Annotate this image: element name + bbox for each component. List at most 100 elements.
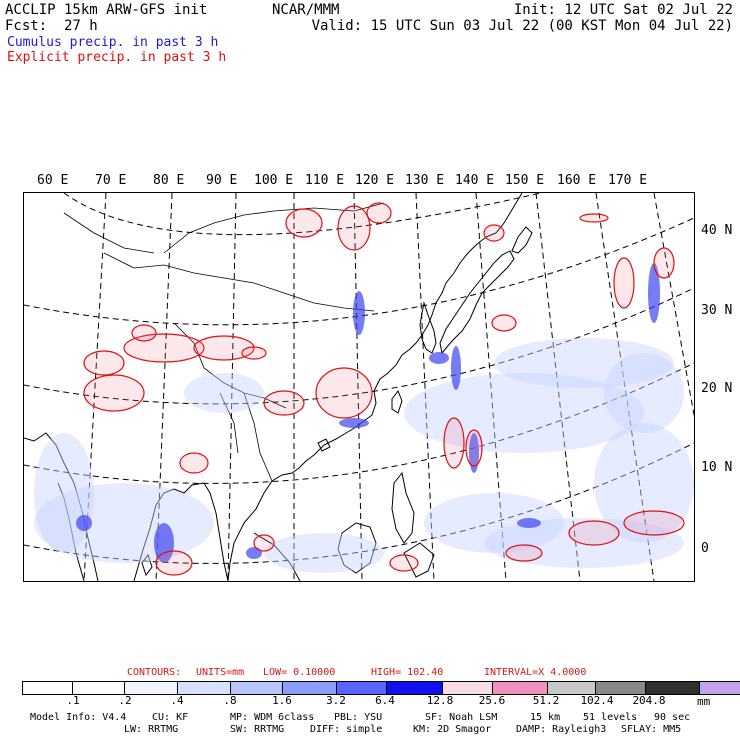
contours-interval: INTERVAL=X 4.0000	[484, 667, 587, 678]
colorbar-tick-label: 12.8	[426, 694, 454, 707]
graticule-line	[227, 193, 237, 581]
colorbar-tick-label: 25.6	[478, 694, 506, 707]
longitude-label: 60 E	[37, 173, 69, 188]
explicit-precip-contour	[285, 208, 323, 238]
cumulus-precip-shading	[469, 433, 479, 473]
cumulus-precip-shading	[34, 433, 94, 553]
cumulus-precip-shading	[353, 291, 365, 335]
explicit-precip-contour	[653, 247, 675, 279]
explicit-precip-contour	[579, 213, 609, 223]
colorbar-unit: mm	[697, 695, 711, 708]
colorbar-swatch	[548, 682, 596, 694]
contours-label: CONTOURS:	[127, 667, 182, 678]
footer-levels: 51 levels	[583, 712, 638, 723]
explicit-precip-contour	[83, 374, 145, 412]
colorbar-tick-label: .1	[66, 694, 80, 707]
cumulus-precip-shading	[648, 263, 660, 323]
longitude-label: 90 E	[206, 173, 238, 188]
graticule-line	[24, 362, 694, 484]
colorbar-tick-label: .2	[118, 694, 132, 707]
contours-high: HIGH= 102.40	[371, 667, 444, 678]
explicit-precip-contour	[389, 554, 419, 572]
graticule-line	[353, 193, 363, 581]
colorbar	[22, 681, 740, 695]
graticule-line	[415, 193, 435, 581]
colorbar-swatch	[387, 682, 443, 694]
forecast-hours: 27 h	[64, 18, 98, 34]
init-time: Init: 12 UTC Sat 02 Jul 22	[513, 2, 733, 18]
cumulus-precip-shading	[451, 346, 461, 390]
longitude-label: 110 E	[305, 173, 345, 188]
longitude-label: 140 E	[455, 173, 495, 188]
cumulus-precip-shading	[264, 533, 384, 573]
explicit-precip-contour	[568, 520, 620, 546]
explicit-precip-contour	[315, 367, 373, 419]
explicit-precip-contour	[253, 534, 275, 552]
contours-units: UNITS=mm	[196, 667, 245, 678]
cumulus-precip-label: Cumulus precip. in past 3 h	[7, 35, 219, 50]
footer-sf: SF: Noah LSM	[425, 712, 498, 723]
cumulus-precip-shading	[484, 518, 684, 568]
coastline-japan	[439, 250, 515, 355]
cumulus-precip-shading	[404, 373, 644, 453]
cumulus-precip-shading	[76, 515, 92, 531]
colorbar-swatch	[493, 682, 548, 694]
colorbar-swatch	[337, 682, 387, 694]
coastline-korea	[419, 301, 437, 354]
cumulus-precip-shading	[154, 523, 174, 563]
explicit-precip-contour	[465, 429, 483, 467]
footer-damp: DAMP: Rayleigh3	[516, 724, 607, 735]
explicit-precip-contour	[366, 202, 392, 224]
graticule-line	[595, 193, 655, 581]
footer-km: KM: 2D Smagor	[413, 724, 492, 735]
colorbar-swatch	[283, 682, 337, 694]
colorbar-tick-label: 51.2	[532, 694, 560, 707]
forecast-label: Fcst:	[5, 18, 48, 34]
colorbar-swatch	[23, 682, 73, 694]
coastline-taiwan	[391, 389, 403, 414]
colorbar-swatch	[178, 682, 231, 694]
graticule-line	[653, 193, 694, 418]
colorbar-swatch	[646, 682, 700, 694]
colorbar-tick-label: .4	[170, 694, 184, 707]
longitude-label: 70 E	[95, 173, 127, 188]
explicit-precip-label: Explicit precip. in past 3 h	[7, 50, 227, 65]
colorbar-swatch	[443, 682, 493, 694]
explicit-precip-contour	[491, 314, 517, 332]
cumulus-precip-shading	[517, 518, 541, 528]
graticule-line	[155, 193, 173, 581]
cumulus-precip-shading	[429, 352, 449, 364]
longitude-label: 160 E	[557, 173, 597, 188]
cumulus-precip-shading	[184, 373, 264, 413]
explicit-precip-contour	[83, 350, 125, 376]
explicit-precip-contour	[179, 452, 209, 474]
graticule-line	[475, 193, 507, 581]
graticule-line	[535, 193, 581, 581]
explicit-precip-contour	[155, 550, 193, 576]
longitude-label: 100 E	[254, 173, 294, 188]
latitude-label: 20 N	[701, 381, 733, 396]
colorbar-swatch	[73, 682, 125, 694]
model-title: ACCLIP 15km ARW-GFS init	[5, 2, 208, 18]
footer-lw: LW: RRTMG	[124, 724, 179, 735]
latitude-label: 30 N	[701, 303, 733, 318]
explicit-precip-contour	[443, 417, 465, 469]
colorbar-swatch	[125, 682, 178, 694]
footer-timestep: 90 sec	[654, 712, 691, 723]
colorbar-tick-label: .8	[223, 694, 237, 707]
precipitation-map	[23, 192, 695, 582]
colorbar-swatch	[700, 682, 740, 694]
graticule-line	[24, 442, 694, 564]
valid-time: Valid: 15 UTC Sun 03 Jul 22 (00 KST Mon …	[311, 18, 733, 34]
explicit-precip-contour	[193, 335, 255, 361]
explicit-precip-contour	[613, 257, 635, 309]
footer-resolution: 15 km	[530, 712, 561, 723]
longitude-label: 130 E	[405, 173, 445, 188]
latitude-label: 0	[701, 541, 709, 556]
explicit-precip-contour	[337, 205, 371, 251]
explicit-precip-contour	[505, 544, 543, 562]
cumulus-precip-shading	[494, 338, 674, 388]
footer-pbl: PBL: YSU	[334, 712, 383, 723]
graticule-line	[24, 287, 694, 405]
footer-mp: MP: WDM 6class	[230, 712, 315, 723]
